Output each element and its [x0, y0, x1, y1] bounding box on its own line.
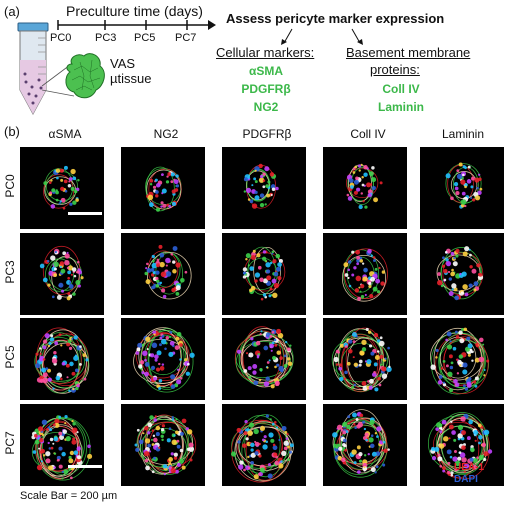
micrograph-pdgfr-pc5	[222, 318, 306, 400]
tissue-label-microtissue: µtissue	[110, 71, 152, 86]
micrograph-pdgfr-pc0	[222, 147, 306, 229]
tissue-label-vas: VAS	[110, 56, 136, 71]
column-header-asma: αSMA	[48, 127, 82, 141]
scale-bar-top	[68, 212, 102, 215]
micrograph-laminin-pc0	[420, 147, 504, 229]
marker-asma: αSMA	[248, 64, 284, 78]
micrograph-pdgfr-pc7	[222, 404, 306, 486]
assess-title: Assess pericyte marker expression	[226, 11, 445, 26]
row-label-pc0: PC0	[3, 174, 17, 198]
micrograph-sma-pc3	[20, 233, 104, 315]
basement-heading-2: proteins:	[370, 62, 420, 77]
timeline-title: Preculture time (days)	[66, 3, 203, 19]
cellular-markers-heading: Cellular markers:	[216, 45, 315, 60]
timeline-axis	[57, 20, 216, 30]
micrograph-ng2-pc0	[121, 147, 205, 229]
timepoint-pc0: PC0	[50, 32, 72, 44]
micrograph-ng2-pc3	[121, 233, 205, 315]
micrograph-colliv-pc5	[323, 318, 407, 400]
column-header-coll-iv: Coll IV	[350, 127, 386, 141]
micrograph-laminin-pc3	[420, 233, 504, 315]
panel-a-label: (a)	[4, 4, 20, 19]
column-header-ng2: NG2	[153, 127, 179, 141]
row-label-pc3: PC3	[3, 260, 17, 284]
culture-tube-illustration	[17, 22, 105, 116]
micrograph-colliv-pc7	[323, 404, 407, 486]
protein-laminin: Laminin	[377, 100, 424, 114]
scale-bar-caption: Scale Bar = 200 µm	[20, 490, 118, 502]
basement-heading-1: Basement membrane	[346, 45, 471, 60]
micrograph-colliv-pc3	[323, 233, 407, 315]
micrograph-colliv-pc0	[323, 147, 407, 229]
row-label-pc5: PC5	[3, 345, 17, 369]
timepoint-pc3: PC3	[95, 32, 117, 44]
micrograph-laminin-pc5	[420, 318, 504, 400]
micrograph-laminin-pc7	[420, 404, 504, 486]
row-label-pc7: PC7	[3, 431, 17, 455]
column-header-pdgfrb: PDGFRβ	[242, 127, 292, 141]
panel-b-label: (b)	[4, 124, 20, 139]
marker-pdgfrb: PDGFRβ	[241, 82, 291, 96]
micrograph-ng2-pc5	[121, 318, 205, 400]
micrograph-sma-pc5	[20, 318, 104, 400]
legend-dapi: DAPI	[454, 474, 478, 485]
micrograph-ng2-pc7	[121, 404, 205, 486]
scale-bar-bottom	[68, 465, 102, 468]
marker-ng2: NG2	[253, 100, 279, 114]
column-header-laminin: Laminin	[441, 127, 485, 141]
timepoint-pc7: PC7	[175, 32, 197, 44]
micrograph-sma-pc0	[20, 147, 104, 229]
timepoint-pc5: PC5	[134, 32, 156, 44]
micrograph-sma-pc7	[20, 404, 104, 486]
micrograph-pdgfr-pc3	[222, 233, 306, 315]
assess-arrows	[281, 28, 363, 45]
legend-uea1: UEA-1	[454, 462, 485, 473]
protein-coll-iv: Coll IV	[382, 82, 420, 96]
